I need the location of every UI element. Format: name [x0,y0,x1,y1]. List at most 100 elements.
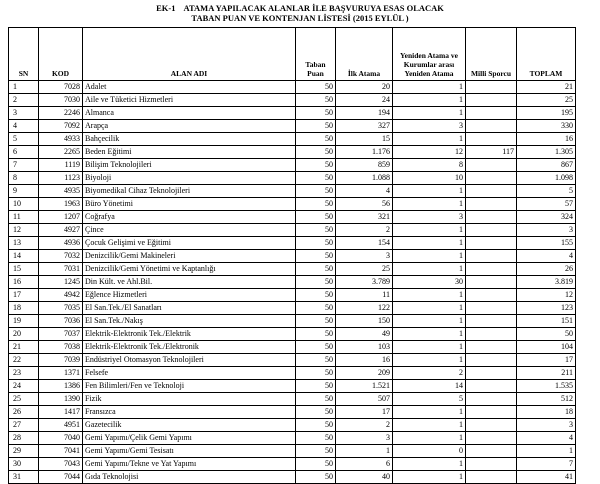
table-cell: 7037 [38,327,83,341]
table-cell: 17 [516,353,576,367]
table-cell: 512 [516,392,576,406]
table-cell: 1 [516,444,576,458]
table-cell: 1390 [38,392,83,406]
table-cell: Fen Bilimleri/Fen ve Teknoloji [82,379,296,393]
table-cell: 6 [335,457,393,471]
table-cell: 22 [8,353,39,367]
table-cell: 7 [516,457,576,471]
table-cell: Büro Yönetimi [82,197,296,211]
table-row: 24 1386 Fen Bilimleri/Fen ve Teknoloji 50 1.… [8,379,576,393]
table-row: 2 7030 Aile ve Tüketici Hizmetleri 50 24 1 25 [8,93,576,107]
table-cell [465,158,517,172]
table-cell: 50 [295,236,336,250]
table-cell: 50 [295,340,336,354]
table-cell: 10 [8,197,39,211]
column-header: Taban Puan [295,27,336,81]
table-cell [465,418,517,432]
table-cell: 50 [295,132,336,146]
column-header: ALAN ADI [82,27,296,81]
table-cell: 867 [516,158,576,172]
table-cell: 7036 [38,314,83,328]
table-cell: 1.535 [516,379,576,393]
table-cell: 117 [465,145,517,159]
table-cell: 1.098 [516,171,576,185]
table-cell: 7044 [38,470,83,484]
table-row: 29 7041 Gemi Yapımı/Gemi Tesisatı 50 1 0 1 [8,444,576,458]
table-cell: 7043 [38,457,83,471]
table-cell: 4 [8,119,39,133]
table-cell: 123 [516,301,576,315]
table-cell [465,184,517,198]
table-cell: 1 [392,93,466,107]
table-cell: 1 [392,197,466,211]
table-cell: Adalet [82,80,296,94]
table-cell: 50 [295,80,336,94]
table-cell: Fransızca [82,405,296,419]
table-cell: 2265 [38,145,83,159]
table-cell: Bilişim Teknolojileri [82,158,296,172]
table-row: 20 7037 Elektrik-Elektronik Tek./Elektrik 5… [8,327,576,341]
table-row: 23 1371 Felsefe 50 209 2 211 [8,366,576,380]
subtitle-line: TABAN PUAN VE KONTENJAN LİSTESİ (2015 EY… [191,13,409,23]
table-cell: 50 [295,327,336,341]
table-cell: 50 [295,262,336,276]
table-cell: 24 [335,93,393,107]
table-cell: 50 [295,301,336,315]
table-row: 14 7032 Denizcilik/Gemi Makineleri 50 3 1 4 [8,249,576,263]
table-cell: 10 [392,171,466,185]
table-row: 16 1245 Din Kült. ve Ahl.Bil. 50 3.789 30 3.81… [8,275,576,289]
table-cell: 5 [392,392,466,406]
column-header: İlk Atama [335,27,393,81]
table-cell: Almanca [82,106,296,120]
table-cell: Elektrik-Elektronik Tek./Elektrik [82,327,296,341]
table-cell: 195 [516,106,576,120]
table-cell: 7028 [38,80,83,94]
table-cell [465,288,517,302]
table-cell: 16 [516,132,576,146]
table-cell: 4942 [38,288,83,302]
column-header: TOPLAM [516,27,576,81]
table-cell [465,392,517,406]
table-cell: 30 [8,457,39,471]
table-cell: 4933 [38,132,83,146]
table-cell: Coğrafya [82,210,296,224]
table-cell [465,340,517,354]
table-cell: 12 [516,288,576,302]
table-row: 3 2246 Almanca 50 194 1 195 [8,106,576,120]
table-cell: 7040 [38,431,83,445]
table-cell: 49 [335,327,393,341]
table-cell: 50 [295,275,336,289]
table-cell: 7041 [38,444,83,458]
table-cell: 151 [516,314,576,328]
table-cell: Felsefe [82,366,296,380]
table-cell: 12 [392,145,466,159]
table-cell: 27 [8,418,39,432]
table-cell [465,301,517,315]
table-cell: 3 [8,106,39,120]
table-cell: 7 [8,158,39,172]
table-cell: 50 [295,106,336,120]
table-row: 19 7036 El San.Tek./Nakış 50 150 1 151 [8,314,576,328]
table-cell: 1 [392,340,466,354]
table-cell: 50 [295,93,336,107]
table-cell: 4927 [38,223,83,237]
table-cell: 155 [516,236,576,250]
table-frame: SN KOD ALAN ADI Taban Puan İlk Atama Yeniden … [8,27,576,484]
table-cell: 50 [295,418,336,432]
table-cell: 1 [392,457,466,471]
table-row: 8 1123 Biyoloji 50 1.088 10 1.098 [8,171,576,185]
table-cell: 2246 [38,106,83,120]
table-cell: Gemi Yapımı/Çelik Gemi Yapımı [82,431,296,445]
table-cell: Biyomedikal Cihaz Teknolojileri [82,184,296,198]
table-cell: 1 [392,405,466,419]
table-cell: 31 [8,470,39,484]
table-cell: 7032 [38,249,83,263]
table-cell: 104 [516,340,576,354]
table-cell: 194 [335,106,393,120]
table-cell: 17 [8,288,39,302]
table-cell: 1 [392,106,466,120]
table-row: 28 7040 Gemi Yapımı/Çelik Gemi Yapımı 50 3 1 4 [8,431,576,445]
table-row: 25 1390 Fizik 50 507 5 512 [8,392,576,406]
table-cell: 50 [295,119,336,133]
table-row: 27 4951 Gazetecilik 50 2 1 3 [8,418,576,432]
